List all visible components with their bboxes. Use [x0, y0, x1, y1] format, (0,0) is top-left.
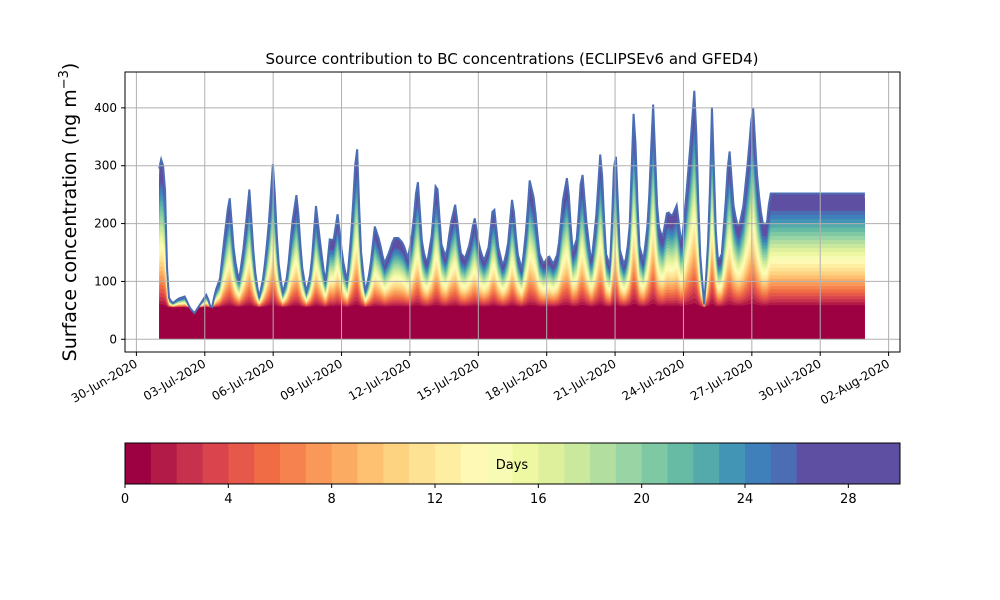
colorbar-tick-label: 28: [840, 492, 857, 507]
x-tick-label: 24-Jul-2020: [620, 356, 687, 403]
colorbar-swatch: [641, 443, 668, 484]
x-tick-label: 21-Jul-2020: [551, 356, 618, 403]
colorbar-swatch: [254, 443, 281, 484]
colorbar-swatch: [435, 443, 462, 484]
total-outline: [158, 90, 865, 315]
y-axis-label-close: ): [59, 63, 81, 70]
colorbar-swatch: [770, 443, 798, 484]
colorbar-swatch: [822, 443, 849, 484]
colorbar-swatch: [228, 443, 255, 484]
y-tick-label: 100: [94, 274, 117, 288]
colorbar-swatch: [176, 443, 203, 484]
colorbar-swatch: [305, 443, 333, 484]
plot-frame: [124, 71, 901, 353]
colorbar-tick-label: 0: [121, 492, 129, 507]
chart-title: Source contribution to BC concentrations…: [265, 50, 758, 68]
colorbar-swatch: [615, 443, 643, 484]
colorbar-swatch: [460, 443, 488, 484]
colorbar-swatch: [745, 443, 772, 484]
x-tick-label: 03-Jul-2020: [141, 356, 208, 403]
colorbar-swatch: [383, 443, 410, 484]
colorbar-swatch: [796, 443, 823, 484]
x-tick-label: 06-Jul-2020: [209, 356, 276, 403]
colorbar-tick-label: 20: [633, 492, 650, 507]
colorbar-swatch: [564, 443, 591, 484]
colorbar-swatches: [125, 443, 901, 484]
colorbar-swatch: [848, 443, 875, 484]
colorbar-swatch: [150, 443, 178, 484]
x-axis: 30-Jun-2020 03-Jul-2020 06-Jul-2020 09-Jul-…: [69, 352, 892, 407]
colorbar-ticks: 0 4 8 12 16 20 24 28: [121, 484, 857, 507]
colorbar-swatch: [125, 443, 152, 484]
colorbar-swatch: [512, 443, 539, 484]
colorbar-tick-label: 8: [328, 492, 336, 507]
y-axis-label: Surface concentration (ng m−3): [57, 63, 81, 362]
colorbar-swatch: [202, 443, 229, 484]
colorbar-label: Days: [496, 458, 529, 473]
colorbar-swatch: [409, 443, 436, 484]
y-tick-label: 400: [94, 101, 117, 115]
y-axis: 0 100 200 300 400: [94, 101, 125, 346]
area-series-day-1: [159, 303, 865, 340]
y-tick-label: 300: [94, 159, 117, 173]
x-tick-label: 09-Jul-2020: [278, 356, 345, 403]
colorbar-swatch: [538, 443, 565, 484]
y-tick-label: 0: [109, 332, 117, 346]
plot-area: [124, 71, 901, 353]
x-tick-label: 30-Jun-2020: [69, 356, 140, 405]
colorbar-swatch: [693, 443, 720, 484]
colorbar-swatch: [874, 443, 901, 484]
colorbar: Days 0 4 8 12 16 20 24 28: [121, 442, 901, 507]
x-tick-label: 15-Jul-2020: [415, 356, 482, 403]
y-axis-label-text: Surface concentration (ng m: [59, 89, 81, 361]
x-tick-label: 30-Jul-2020: [756, 356, 823, 403]
colorbar-swatch: [590, 443, 617, 484]
gridlines: [125, 72, 900, 352]
colorbar-swatch: [357, 443, 384, 484]
x-tick-label: 02-Aug-2020: [818, 356, 892, 407]
colorbar-tick-label: 16: [530, 492, 547, 507]
colorbar-swatch: [486, 443, 513, 484]
colorbar-swatch: [667, 443, 694, 484]
colorbar-swatch: [331, 443, 358, 484]
colorbar-swatch: [280, 443, 307, 484]
x-tick-label: 12-Jul-2020: [346, 356, 413, 403]
colorbar-frame: [124, 442, 901, 485]
y-axis-label-exponent: −3: [57, 70, 72, 89]
colorbar-swatch: [719, 443, 746, 484]
colorbar-tick-label: 12: [427, 492, 444, 507]
colorbar-tick-label: 4: [224, 492, 232, 507]
y-tick-label: 200: [94, 217, 117, 231]
colorbar-tick-label: 24: [737, 492, 754, 507]
x-tick-label: 18-Jul-2020: [483, 356, 550, 403]
x-tick-label: 27-Jul-2020: [688, 356, 755, 403]
